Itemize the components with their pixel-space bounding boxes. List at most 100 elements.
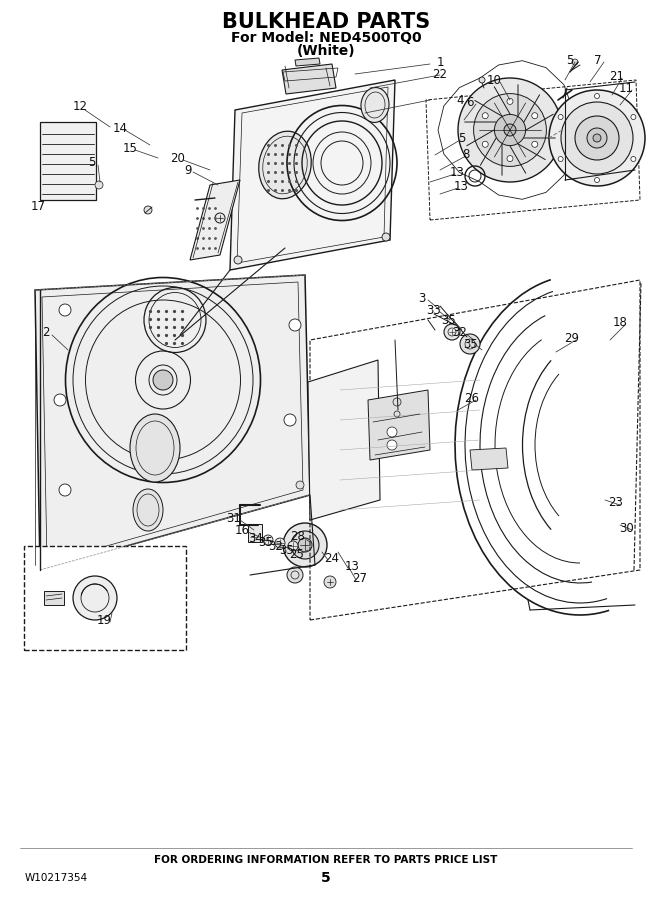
Text: 13: 13: [450, 166, 464, 178]
Polygon shape: [368, 390, 430, 460]
Circle shape: [575, 116, 619, 160]
Text: 27: 27: [353, 572, 368, 584]
Circle shape: [494, 114, 526, 146]
Circle shape: [549, 90, 645, 186]
Polygon shape: [295, 58, 320, 66]
Text: 8: 8: [462, 148, 469, 161]
Circle shape: [593, 134, 601, 142]
Circle shape: [558, 157, 563, 161]
Circle shape: [387, 440, 397, 450]
Circle shape: [95, 181, 103, 189]
Circle shape: [287, 567, 303, 583]
Circle shape: [482, 141, 488, 148]
Text: 5: 5: [458, 131, 466, 145]
Text: 3: 3: [419, 292, 426, 304]
Circle shape: [59, 304, 71, 316]
Circle shape: [532, 112, 538, 119]
Ellipse shape: [133, 489, 163, 531]
Circle shape: [59, 484, 71, 496]
Circle shape: [54, 394, 66, 406]
Text: 19: 19: [96, 614, 111, 626]
Circle shape: [249, 532, 259, 542]
Text: 6: 6: [466, 95, 474, 109]
Circle shape: [387, 427, 397, 437]
Text: 35: 35: [441, 313, 456, 327]
Circle shape: [595, 94, 599, 98]
Text: 1: 1: [436, 56, 444, 68]
Text: 18: 18: [613, 317, 627, 329]
Text: 32: 32: [452, 326, 467, 338]
Circle shape: [296, 481, 304, 489]
Polygon shape: [230, 80, 395, 270]
Text: 35: 35: [259, 536, 273, 550]
Text: 17: 17: [31, 200, 46, 212]
Text: 33: 33: [426, 303, 441, 317]
Circle shape: [444, 324, 460, 340]
Text: 5: 5: [321, 871, 331, 885]
Text: 16: 16: [235, 524, 250, 536]
Text: 9: 9: [185, 164, 192, 176]
Circle shape: [298, 538, 312, 552]
Circle shape: [288, 541, 298, 551]
Text: 7: 7: [594, 53, 602, 67]
Text: 12: 12: [72, 101, 87, 113]
Text: 13: 13: [454, 181, 468, 194]
Text: (White): (White): [297, 44, 355, 58]
Polygon shape: [470, 448, 508, 470]
Circle shape: [479, 77, 485, 83]
Circle shape: [382, 233, 390, 241]
Text: 10: 10: [486, 74, 501, 86]
Text: BULKHEAD PARTS: BULKHEAD PARTS: [222, 12, 430, 32]
Circle shape: [458, 78, 562, 182]
Text: 34: 34: [248, 532, 263, 544]
Circle shape: [144, 206, 152, 214]
Circle shape: [460, 334, 480, 354]
Polygon shape: [282, 64, 336, 94]
Text: For Model: NED4500TQ0: For Model: NED4500TQ0: [231, 31, 421, 45]
Circle shape: [324, 576, 336, 588]
Polygon shape: [190, 180, 240, 260]
Circle shape: [507, 98, 513, 104]
Circle shape: [532, 141, 538, 148]
Circle shape: [561, 102, 633, 174]
Text: 2: 2: [42, 327, 50, 339]
Text: 15: 15: [123, 141, 138, 155]
Circle shape: [284, 414, 296, 426]
Circle shape: [507, 156, 513, 162]
Ellipse shape: [130, 414, 180, 482]
Text: 5: 5: [88, 157, 96, 169]
Text: 29: 29: [565, 331, 580, 345]
Text: 23: 23: [608, 497, 623, 509]
Circle shape: [631, 157, 636, 161]
Text: 22: 22: [432, 68, 447, 80]
Circle shape: [558, 114, 563, 120]
Text: 20: 20: [171, 151, 185, 165]
FancyBboxPatch shape: [248, 524, 262, 542]
Ellipse shape: [259, 131, 311, 199]
Circle shape: [215, 213, 225, 223]
Text: 25: 25: [289, 548, 304, 562]
Text: W10217354: W10217354: [25, 873, 88, 883]
Ellipse shape: [361, 87, 389, 122]
Circle shape: [572, 59, 578, 65]
Text: 5: 5: [567, 53, 574, 67]
Polygon shape: [308, 360, 380, 520]
Text: 32: 32: [269, 541, 284, 554]
FancyBboxPatch shape: [40, 122, 96, 200]
Circle shape: [73, 576, 117, 620]
Circle shape: [234, 256, 242, 264]
Circle shape: [263, 535, 273, 545]
Text: 11: 11: [619, 82, 634, 94]
Circle shape: [504, 124, 516, 136]
Circle shape: [153, 370, 173, 390]
Text: 31: 31: [226, 511, 241, 525]
Text: 13: 13: [344, 560, 359, 572]
Circle shape: [289, 319, 301, 331]
FancyBboxPatch shape: [24, 546, 186, 650]
Circle shape: [291, 531, 319, 559]
Text: 21: 21: [610, 69, 625, 83]
Circle shape: [595, 177, 599, 183]
Polygon shape: [35, 275, 310, 570]
Text: 35: 35: [464, 338, 479, 350]
Text: FOR ORDERING INFORMATION REFER TO PARTS PRICE LIST: FOR ORDERING INFORMATION REFER TO PARTS …: [155, 855, 497, 865]
